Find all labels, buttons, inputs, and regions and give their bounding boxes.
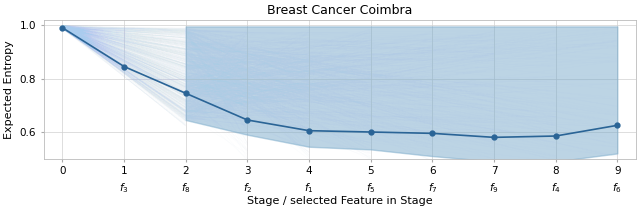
Text: $f_2$: $f_2$ [243,181,252,195]
Text: $f_7$: $f_7$ [428,181,437,195]
Text: $f_4$: $f_4$ [551,181,561,195]
Text: $f_8$: $f_8$ [180,181,191,195]
Text: $f_1$: $f_1$ [304,181,314,195]
Text: $f_6$: $f_6$ [612,181,622,195]
Text: $f_9$: $f_9$ [489,181,499,195]
Y-axis label: Expected Entropy: Expected Entropy [4,40,14,139]
X-axis label: Stage / selected Feature in Stage: Stage / selected Feature in Stage [247,196,433,206]
Text: $f_3$: $f_3$ [119,181,129,195]
Title: Breast Cancer Coimbra: Breast Cancer Coimbra [267,4,413,17]
Text: $f_5$: $f_5$ [366,181,376,195]
